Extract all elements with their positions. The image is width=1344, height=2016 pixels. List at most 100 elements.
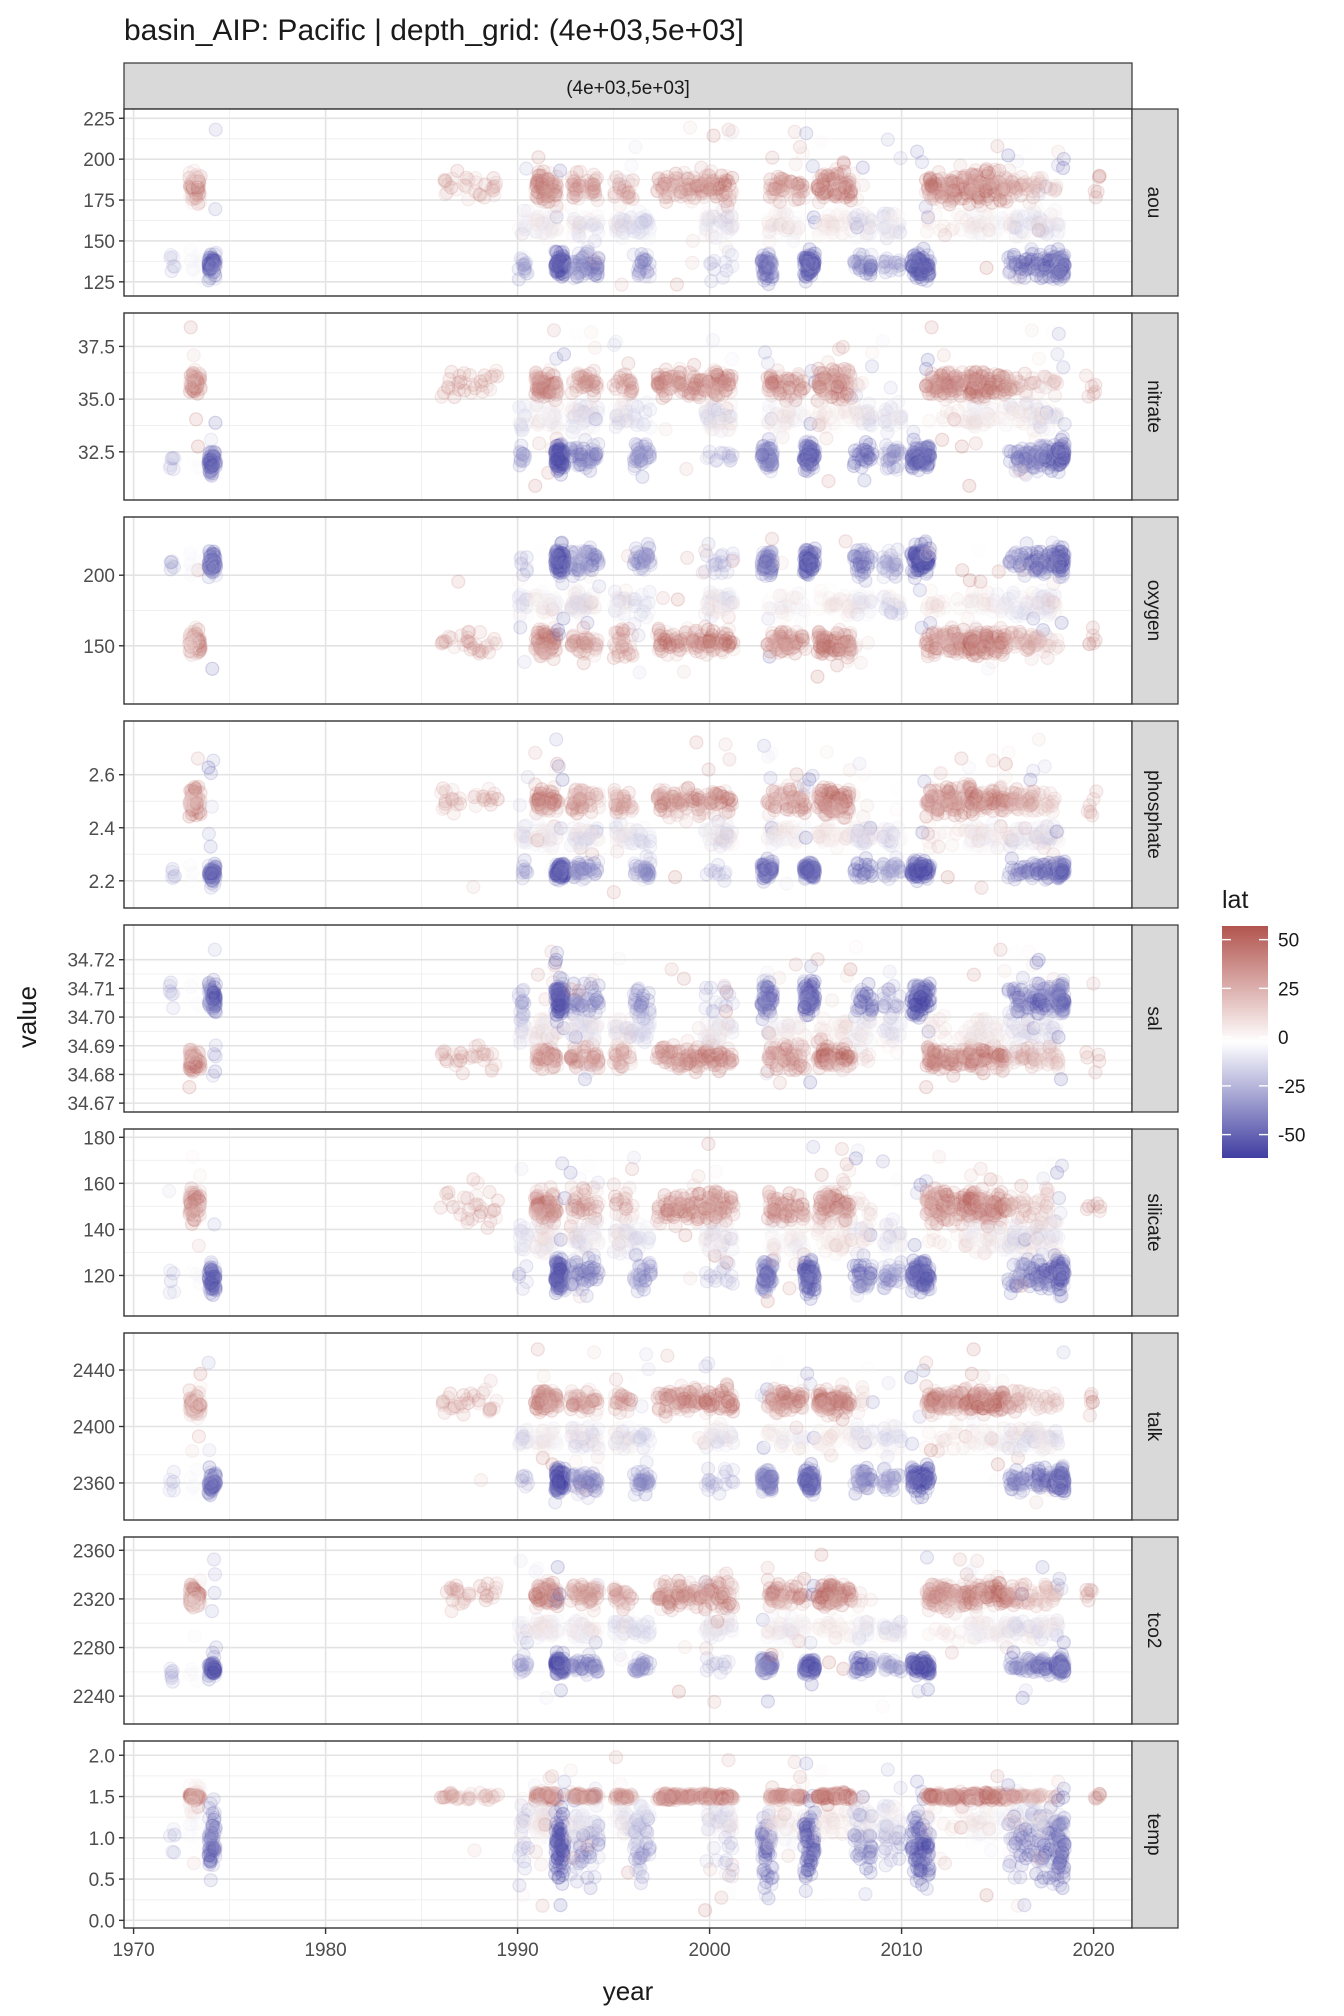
- data-point: [579, 637, 592, 650]
- data-point: [480, 380, 493, 393]
- data-point: [800, 127, 813, 140]
- data-point: [849, 231, 862, 244]
- data-point: [967, 205, 980, 218]
- data-point: [567, 570, 580, 583]
- data-point: [891, 209, 904, 222]
- data-point: [610, 605, 623, 618]
- data-point: [947, 175, 960, 188]
- top-strip-label: (4e+03,5e+03]: [566, 78, 690, 99]
- data-point: [774, 387, 787, 400]
- data-point: [552, 257, 565, 270]
- data-point: [1049, 182, 1062, 195]
- data-point: [811, 350, 824, 363]
- data-point: [579, 433, 592, 446]
- data-point: [1004, 218, 1017, 231]
- data-point: [202, 258, 215, 271]
- data-point: [847, 181, 860, 194]
- data-point: [831, 367, 844, 380]
- data-point: [717, 411, 730, 424]
- data-point: [1035, 172, 1048, 185]
- data-point: [987, 386, 1000, 399]
- data-point: [479, 178, 492, 191]
- data-point: [792, 221, 805, 234]
- data-point: [793, 383, 806, 396]
- data-point: [925, 179, 938, 192]
- data-point: [708, 364, 721, 377]
- data-point: [566, 401, 579, 414]
- data-point: [685, 195, 698, 208]
- data-point: [532, 214, 545, 227]
- data-point: [670, 278, 683, 291]
- data-point: [1052, 327, 1065, 340]
- data-point: [554, 164, 567, 177]
- data-point: [571, 605, 584, 618]
- data-point: [965, 180, 978, 193]
- data-point: [668, 378, 681, 391]
- data-point: [763, 235, 776, 248]
- y-tick-label: 150: [83, 232, 115, 253]
- data-point: [533, 437, 546, 450]
- data-point: [1033, 352, 1046, 365]
- data-point: [550, 211, 563, 224]
- data-point: [1010, 185, 1023, 198]
- data-point: [1014, 450, 1027, 463]
- data-point: [797, 406, 810, 419]
- data-point: [718, 375, 731, 388]
- data-point: [781, 400, 794, 413]
- data-point: [937, 414, 950, 427]
- data-point: [532, 626, 545, 639]
- data-point: [982, 223, 995, 236]
- data-point: [615, 219, 628, 232]
- data-point: [855, 377, 868, 390]
- data-point: [205, 433, 218, 446]
- data-point: [788, 125, 801, 138]
- data-point: [532, 592, 545, 605]
- data-point: [570, 265, 583, 278]
- data-point: [828, 268, 841, 281]
- data-point: [783, 373, 796, 386]
- data-point: [1080, 369, 1093, 382]
- data-point: [573, 179, 586, 192]
- data-point: [888, 228, 901, 241]
- data-point: [577, 621, 590, 634]
- data-point: [814, 367, 827, 380]
- data-point: [164, 556, 177, 569]
- data-point: [207, 561, 220, 574]
- data-point: [638, 596, 651, 609]
- data-point: [1002, 149, 1015, 162]
- data-point: [536, 382, 549, 395]
- data-point: [1082, 390, 1095, 403]
- data-point: [631, 401, 644, 414]
- data-point: [932, 166, 945, 179]
- data-point: [1042, 423, 1055, 436]
- data-point: [551, 421, 564, 434]
- data-point: [660, 196, 673, 209]
- data-point: [590, 448, 603, 461]
- data-point: [923, 446, 936, 459]
- data-point: [955, 440, 968, 453]
- facet-strip-label: aou: [1143, 187, 1164, 219]
- data-point: [766, 151, 779, 164]
- data-point: [593, 580, 606, 593]
- data-point: [583, 563, 596, 576]
- data-point: [1004, 383, 1017, 396]
- data-point: [963, 479, 976, 492]
- data-point: [625, 159, 638, 172]
- data-point: [613, 178, 626, 191]
- data-point: [183, 647, 196, 660]
- data-point: [967, 226, 980, 239]
- data-point: [925, 321, 938, 334]
- data-point: [726, 220, 739, 233]
- data-point: [676, 179, 689, 192]
- data-point: [592, 251, 605, 264]
- data-point: [789, 158, 802, 171]
- data-point: [550, 352, 563, 365]
- data-point: [819, 222, 832, 235]
- data-point: [585, 326, 598, 339]
- data-point: [681, 551, 694, 564]
- data-point: [923, 414, 936, 427]
- data-point: [635, 256, 648, 269]
- data-point: [633, 550, 646, 563]
- data-point: [1057, 445, 1070, 458]
